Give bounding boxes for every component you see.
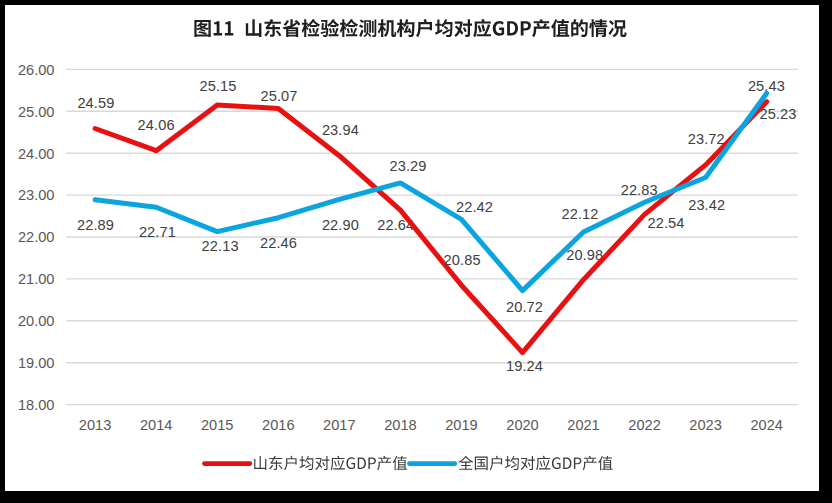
svg-text:20.98: 20.98 [566,247,603,263]
